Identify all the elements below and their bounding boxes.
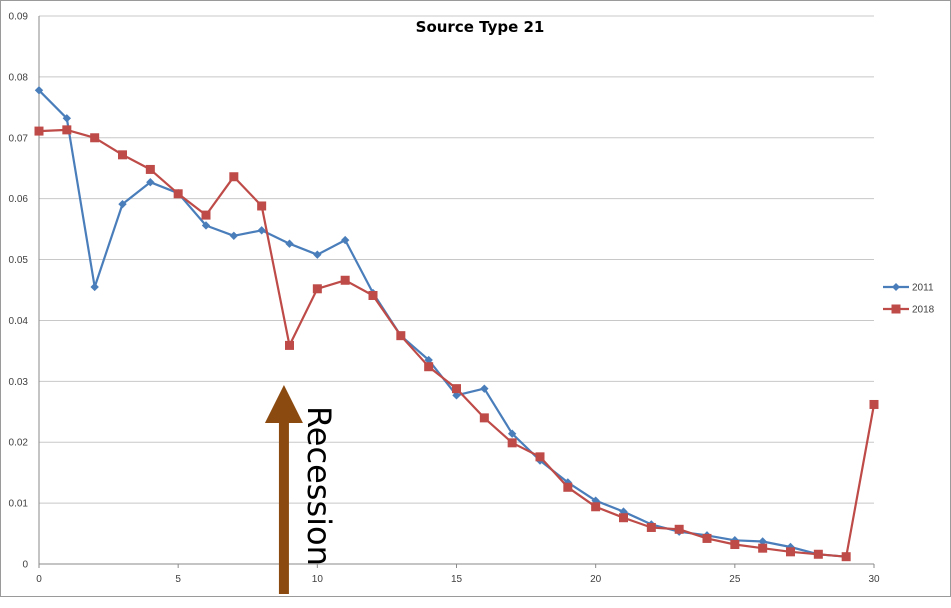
x-tick-label: 5 (175, 574, 181, 585)
recession-arrow-head (264, 385, 303, 423)
data-point-2018 (257, 201, 267, 211)
y-tick-label: 0.08 (9, 72, 29, 83)
recession-annotation: Recession (264, 385, 338, 594)
data-point-2018 (563, 482, 573, 492)
y-tick-label: 0.04 (9, 316, 29, 327)
legend-label: 2011 (912, 283, 934, 294)
data-point-2011 (340, 235, 350, 245)
data-point-2018 (730, 540, 740, 550)
y-tick-label: 0.09 (9, 12, 29, 23)
data-point-2011 (229, 231, 239, 241)
data-point-2018 (229, 172, 239, 182)
data-point-2018 (786, 547, 795, 557)
gridlines (39, 15, 874, 504)
data-point-2011 (62, 114, 72, 123)
data-point-2018 (479, 413, 489, 423)
x-tick-label: 0 (36, 574, 42, 585)
data-point-2018 (368, 290, 378, 300)
data-point-2018 (869, 399, 879, 409)
data-point-2018 (312, 284, 322, 294)
x-tick-label: 10 (312, 574, 324, 585)
legend-label: 2018 (912, 305, 935, 316)
data-point-2018 (813, 549, 823, 559)
data-point-2011 (201, 221, 211, 230)
data-point-2011 (257, 226, 266, 235)
data-point-2018 (118, 150, 127, 160)
tick-labels: 0 0.01 0.02 0.03 0.04 0.05 0.06 0.07 0.08 0.09 0 5 1… (9, 12, 880, 586)
data-point-2018 (758, 543, 768, 553)
data-point-2018 (841, 552, 851, 562)
data-point-2018 (90, 133, 100, 143)
data-point-2018 (702, 533, 712, 543)
data-point-2018 (173, 189, 183, 199)
data-point-2018 (285, 340, 294, 350)
data-point-2018 (340, 275, 350, 285)
series-2018 (34, 125, 879, 562)
data-point-2011 (90, 282, 99, 292)
data-point-2018 (674, 524, 684, 534)
data-point-2018 (452, 384, 461, 394)
y-tick-label: 0.02 (9, 438, 29, 449)
chart-title: Source Type 21 (416, 18, 545, 36)
y-tick-label: 0.03 (9, 377, 29, 388)
data-point-2018 (62, 125, 72, 135)
data-point-2011 (452, 391, 461, 400)
data-point-2011 (758, 537, 767, 546)
x-tick-label: 15 (451, 574, 463, 585)
legend-marker (892, 283, 900, 291)
data-point-2018 (591, 502, 601, 512)
x-tick-label: 25 (729, 574, 741, 585)
data-point-2018 (619, 513, 628, 523)
data-point-2011 (313, 250, 322, 259)
axes (38, 16, 875, 568)
legend-entry-2011: 2011 (883, 283, 934, 294)
data-point-2011 (424, 355, 433, 365)
data-point-2018 (201, 210, 211, 220)
y-tick-label: 0.06 (9, 194, 29, 205)
recession-arrow-shaft (278, 422, 289, 594)
y-tick-label: 0.01 (9, 499, 29, 510)
data-point-2018 (424, 362, 434, 372)
y-tick-label: 0.05 (9, 255, 29, 266)
data-point-2018 (145, 164, 155, 174)
data-point-2018 (646, 522, 656, 532)
x-tick-label: 20 (590, 574, 602, 585)
data-point-2018 (507, 438, 517, 448)
data-point-2011 (34, 86, 44, 95)
data-point-2011 (507, 429, 517, 438)
data-point-2018 (535, 452, 545, 462)
series-layer (34, 86, 879, 562)
data-point-2018 (34, 126, 44, 136)
recession-label: Recession (300, 406, 338, 566)
legend-entry-2018: 2018 (883, 304, 935, 316)
legend: 2011 2018 (883, 283, 935, 316)
data-point-2018 (396, 331, 406, 341)
data-point-2011 (118, 199, 127, 209)
x-tick-label: 30 (868, 574, 880, 585)
legend-marker (891, 304, 901, 314)
y-tick-label: 0.07 (9, 133, 29, 144)
data-point-2011 (285, 239, 294, 248)
data-point-2011 (146, 178, 155, 187)
data-point-2011 (480, 384, 489, 393)
y-tick-label: 0 (22, 560, 28, 571)
